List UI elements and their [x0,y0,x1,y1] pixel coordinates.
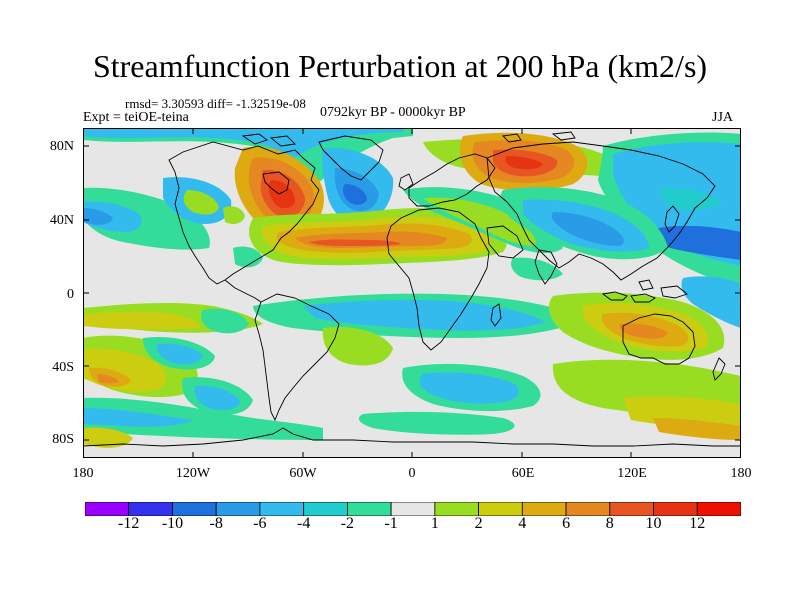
colorbar-swatch [172,502,217,516]
colorbar-label: 2 [474,515,483,532]
colorbar-swatch [346,502,392,516]
colorbar-swatch [85,502,130,516]
colorbar-swatch [609,502,654,516]
lat-label-80s: 80S [52,432,74,447]
lat-label-40n: 40N [49,213,74,228]
coast-asia [486,141,716,281]
colorbar-label: 1 [430,515,439,532]
coast-antarctica [83,427,741,447]
lon-label-60e: 60E [511,466,535,481]
coast-australia [622,313,696,365]
coast-india [534,249,558,285]
lon-label-120e: 120E [617,466,647,481]
lon-label-60w: 60W [289,466,317,481]
colorbar-swatch [434,502,479,516]
colorbar [85,502,741,516]
coast-japan [664,205,680,233]
colorbar-label: 10 [645,515,662,532]
lat-label-80n: 80N [49,139,74,154]
contour-fill-north [83,128,741,288]
colorbar-swatch [521,502,567,516]
time-period-label: 0792kyr BP - 0000kyr BP [320,105,466,120]
coast-arabia [486,225,524,259]
colorbar-label: 8 [605,515,614,532]
coast-indonesia [601,279,688,303]
lon-label-180w: 180 [72,466,94,481]
lat-label-40s: 40S [52,360,74,375]
colorbar-swatch [653,502,698,516]
colorbar-swatch [478,502,523,516]
colorbar-swatch [215,502,261,516]
colorbar-label: -12 [118,515,140,532]
coast-britain [398,173,414,191]
coast-central-america [224,279,262,303]
lon-label-120w: 120W [175,466,211,481]
coast-europe [408,153,496,207]
coast-africa [386,207,490,351]
colorbar-swatch [303,502,348,516]
experiment-label: Expt = teiOE-teina [83,110,189,125]
colorbar-label: -10 [161,515,184,532]
lon-label-180e: 180 [730,466,752,481]
coast-hudson-bay [262,171,290,195]
coast-new-zealand [712,357,726,381]
streamfunction-map [83,128,741,458]
lon-label-0: 0 [408,466,416,481]
season-label: JJA [712,110,734,125]
coast-madagascar [490,303,502,327]
colorbar-label: 6 [562,515,571,532]
contour-fill-south [83,257,741,448]
axis-ticks [83,128,741,458]
colorbar-swatch [565,502,611,516]
plot-title: Streamfunction Perturbation at 200 hPa (… [92,48,708,84]
rmsd-diff-stats: rmsd= 3.30593 diff= -1.32519e-08 [125,96,306,111]
colorbar-swatch [259,502,305,516]
coast-south-america [254,293,340,422]
colorbar-swatch [696,502,741,516]
colorbar-label: -4 [297,515,311,532]
lat-label-0: 0 [67,287,74,302]
colorbar-label: 12 [689,515,706,532]
colorbar-label: 4 [518,515,527,532]
coast-arctic-islands [241,131,576,147]
colorbar-label: -6 [253,515,267,532]
colorbar-swatch [390,502,436,516]
colorbar-swatch [128,502,173,516]
colorbar-label: -8 [209,515,223,532]
coastlines [83,131,741,447]
coast-north-america [168,141,320,285]
coast-greenland [318,135,384,181]
colorbar-label: -2 [340,515,355,532]
colorbar-label: -1 [384,515,398,532]
